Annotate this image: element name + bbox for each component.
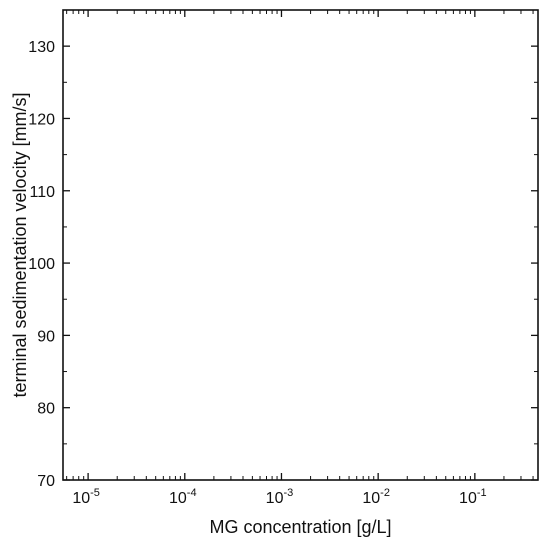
y-tick-label: 70 (37, 473, 55, 490)
y-axis-title: terminal sedimentation velocity [mm/s] (10, 92, 30, 397)
y-tick-label: 100 (28, 256, 55, 273)
y-tick-label: 90 (37, 328, 55, 345)
y-tick-label: 80 (37, 401, 55, 418)
x-tick-label: 10-1 (459, 487, 487, 507)
plot-frame (62, 9, 539, 481)
y-tick-label: 110 (29, 184, 55, 201)
y-tick-label: 120 (28, 111, 55, 128)
x-tick-label: 10-5 (72, 487, 100, 507)
x-tick-label: 10-2 (362, 487, 390, 507)
x-axis-title: MG concentration [g/L] (209, 517, 391, 537)
x-tick-label: 10-3 (266, 487, 294, 507)
y-tick-label: 130 (28, 39, 55, 56)
x-tick-label: 10-4 (169, 487, 197, 507)
